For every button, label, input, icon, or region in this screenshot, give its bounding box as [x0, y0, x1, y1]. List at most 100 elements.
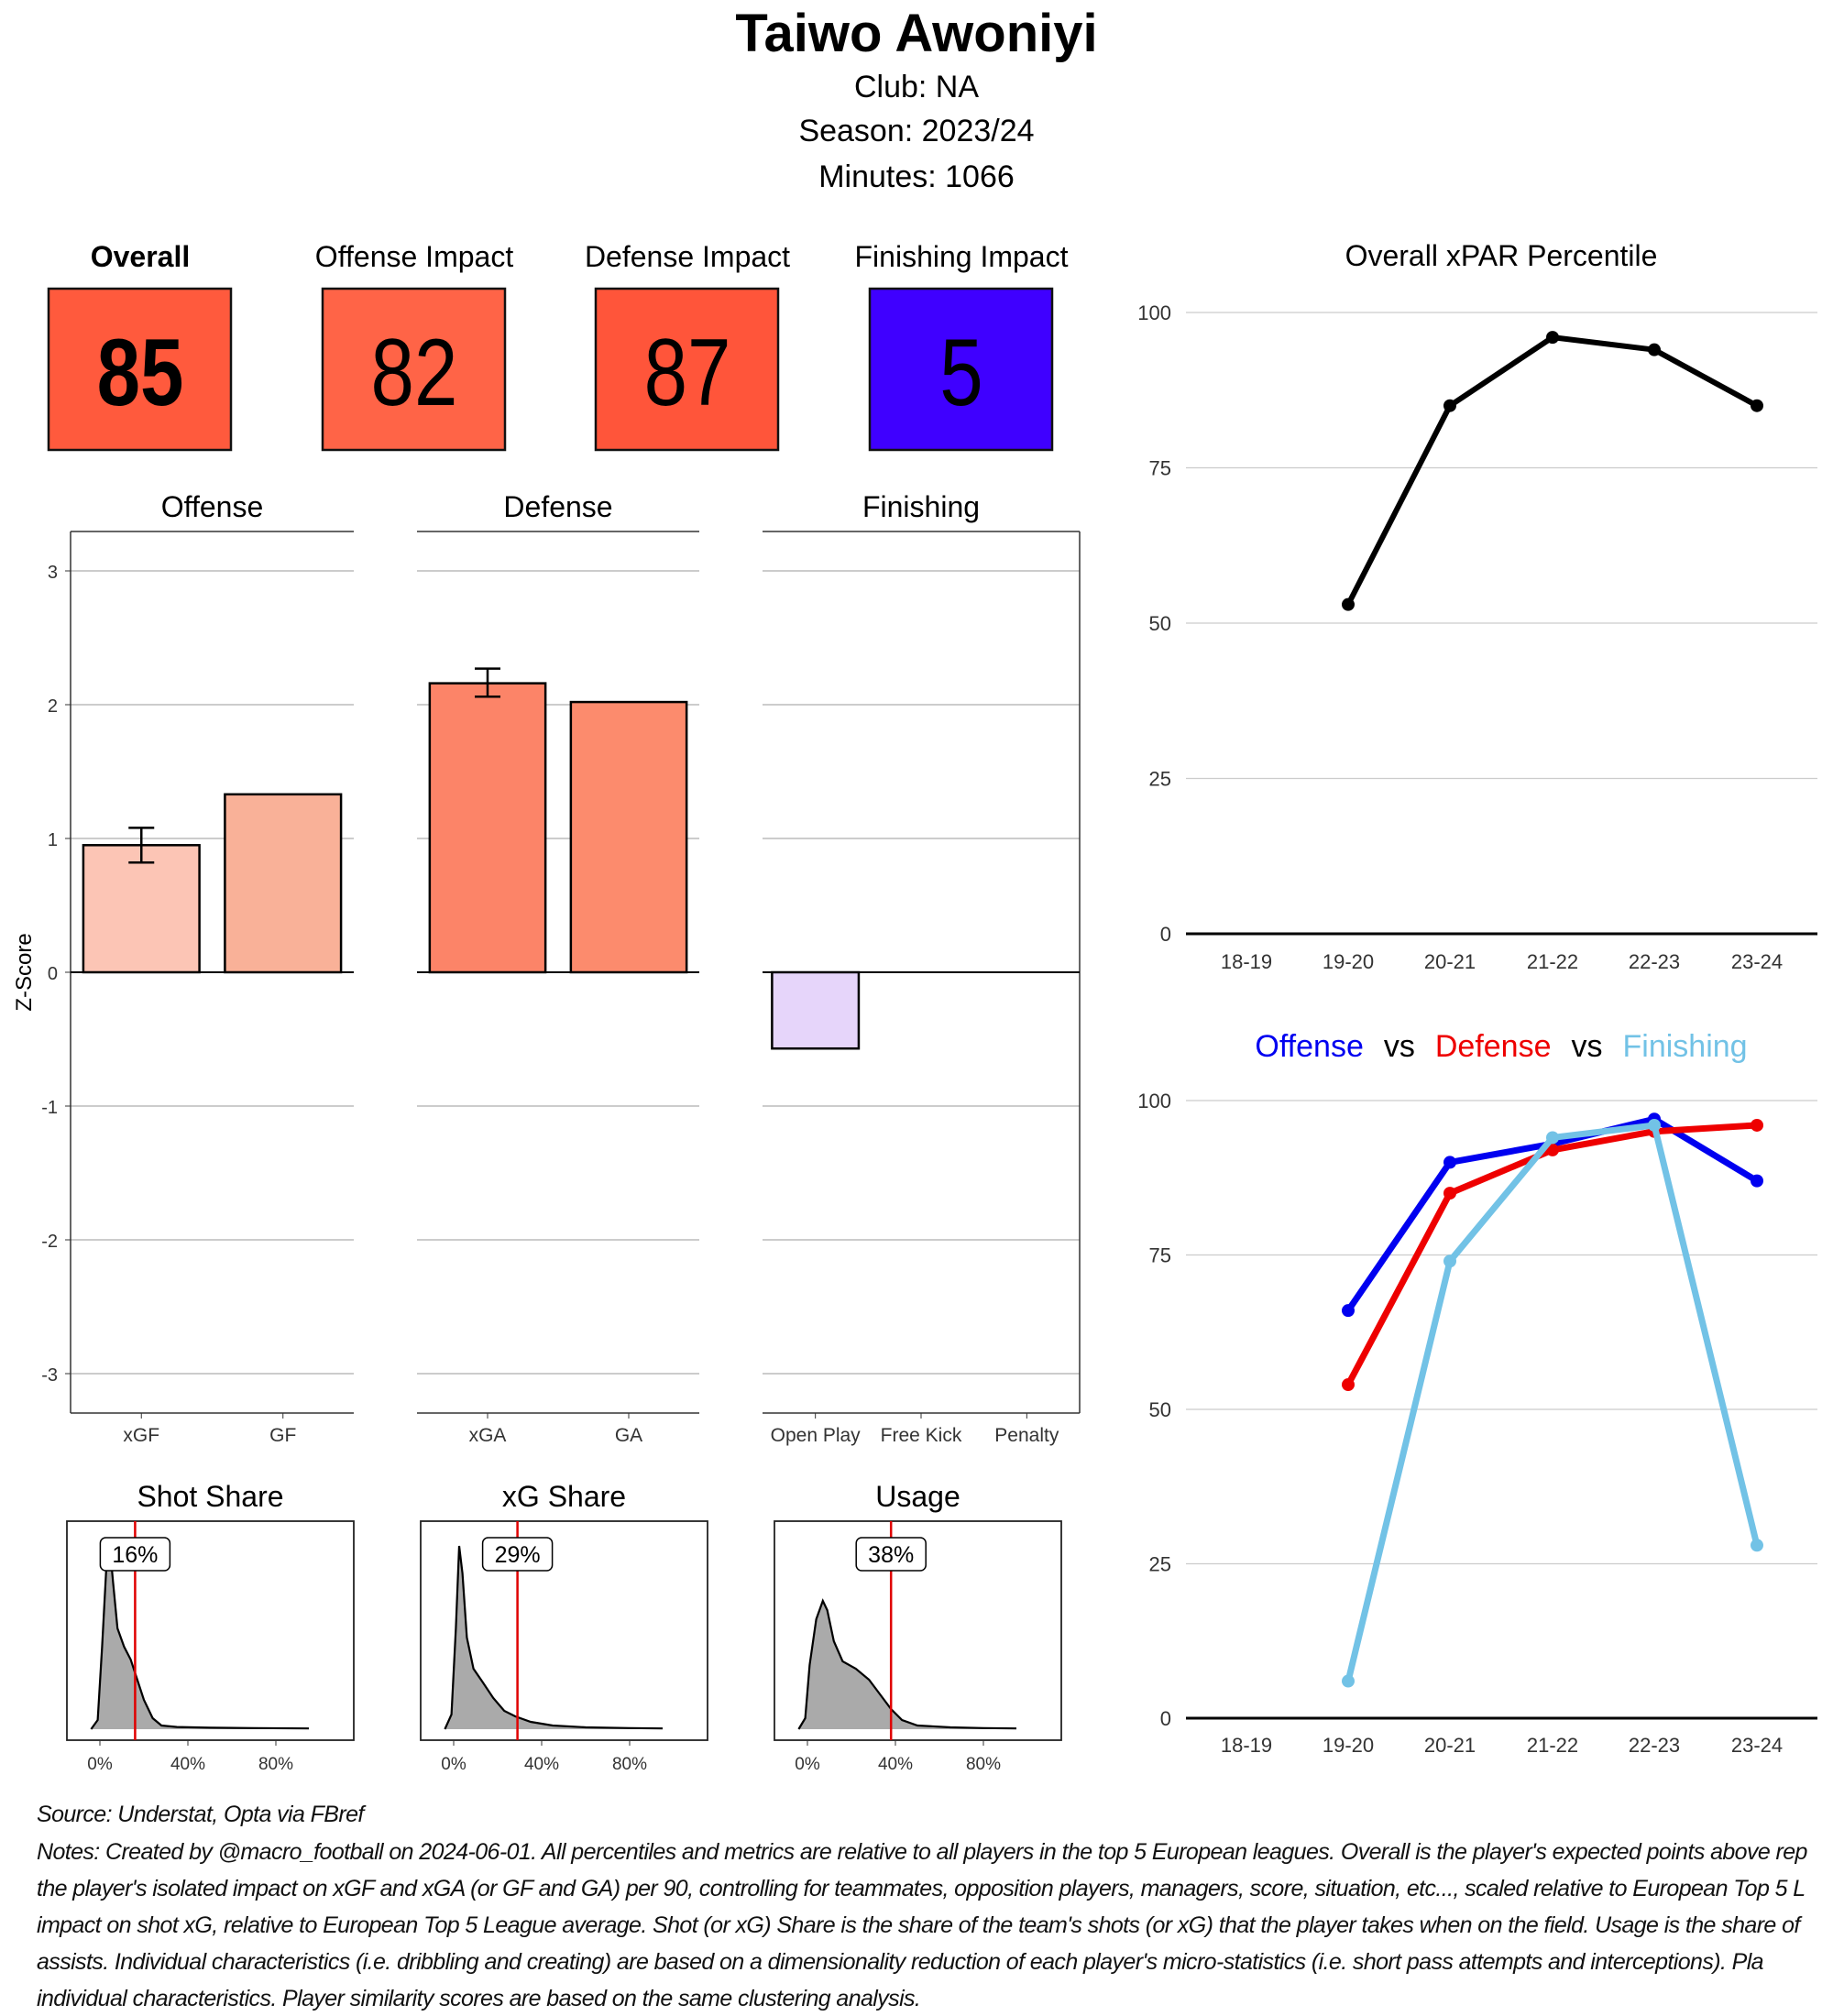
error-bar — [128, 827, 155, 864]
minutes-line: Minutes: 1066 — [818, 159, 1015, 194]
y-tick-label: 0 — [48, 964, 58, 984]
data-point — [1751, 1174, 1763, 1188]
x-tick-label: 23-24 — [1731, 950, 1783, 973]
title-part: Defense — [1435, 1029, 1552, 1064]
data-point — [1342, 1304, 1355, 1318]
y-tick-label: -3 — [41, 1365, 58, 1386]
density-panel-usage: Usage 38% 0% 40% 80% — [774, 1480, 1062, 1774]
x-tick-label: 80% — [966, 1755, 1001, 1774]
notes-line: Notes: Created by @macro_football on 202… — [37, 1839, 1807, 1865]
x-tick-label: 80% — [612, 1755, 647, 1774]
notes-line: the player's isolated impact on xGF and … — [37, 1876, 1806, 1901]
x-tick-label: 21-22 — [1527, 950, 1578, 973]
x-tick-label: 40% — [524, 1755, 559, 1774]
impact-value: 85 — [97, 320, 184, 426]
x-tick-label: xGF — [123, 1425, 159, 1446]
impact-box — [868, 287, 1054, 452]
density-area — [91, 1546, 310, 1729]
x-tick-label: GF — [269, 1425, 296, 1446]
bar-open-play — [771, 970, 861, 1050]
y-tick-label: 0 — [1160, 1707, 1171, 1730]
y-axis-label: Z-Score — [12, 933, 37, 1011]
comparison-chart-title: Offense vs Defense vs Finishing — [1255, 1029, 1747, 1064]
y-tick-label: 100 — [1137, 1090, 1171, 1112]
season-line: Season: 2023/24 — [798, 114, 1034, 148]
value-label: 38% — [868, 1542, 914, 1568]
y-tick-label: 0 — [1160, 923, 1171, 946]
density-title: Usage — [875, 1480, 960, 1513]
x-tick-label: 22-23 — [1629, 1734, 1680, 1757]
y-tick-label: 1 — [48, 830, 58, 850]
density-panel-shot-share: Shot Share 16% 0% 40% 80% — [66, 1480, 355, 1774]
component-percentile-chart: 0 25 50 75 100 18-19 19-20 20-21 21-22 22-23 23-24… — [1137, 1029, 1817, 1757]
impact-value: 87 — [644, 320, 731, 426]
value-label: 16% — [112, 1542, 158, 1568]
density-curve — [444, 1545, 664, 1730]
data-point — [1342, 1674, 1355, 1688]
notes-line: assists. Individual characteristics (i.e… — [37, 1949, 1764, 1975]
density-curve — [90, 1545, 310, 1730]
title-part: vs — [1572, 1029, 1603, 1064]
density-panel-xg-share: xG Share 29% 0% 40% 80% — [420, 1480, 708, 1774]
title-part: vs — [1384, 1029, 1415, 1064]
panel-title: Finishing — [862, 490, 980, 523]
x-tick-label: xGA — [469, 1425, 507, 1446]
bar-xgf — [82, 844, 201, 974]
data-point — [1751, 1539, 1763, 1552]
x-tick-label: 80% — [258, 1755, 293, 1774]
club-line: Club: NA — [854, 70, 979, 104]
x-tick-label: 40% — [878, 1755, 913, 1774]
data-point — [1546, 1143, 1559, 1156]
y-tick-label: 25 — [1149, 768, 1171, 791]
source-note: Source: Understat, Opta via FBref — [37, 1802, 364, 1827]
impact-value: 82 — [371, 320, 458, 426]
impact-label: Offense Impact — [315, 240, 514, 273]
data-point — [1546, 1131, 1559, 1145]
value-label: 29% — [495, 1542, 541, 1568]
y-tick-label: 50 — [1149, 612, 1171, 635]
x-tick-label: 0% — [87, 1755, 113, 1774]
y-tick-label: 2 — [48, 696, 58, 717]
impact-box — [594, 287, 780, 452]
x-tick-label: Free Kick — [881, 1425, 962, 1446]
density-area — [445, 1546, 663, 1729]
title-part: Finishing — [1623, 1029, 1748, 1064]
y-tick-label: 3 — [48, 563, 58, 583]
x-tick-label: 22-23 — [1629, 950, 1680, 973]
impact-label: Defense Impact — [585, 240, 790, 273]
y-tick-label: 75 — [1149, 457, 1171, 480]
impact-value: 5 — [939, 320, 982, 426]
density-curve — [797, 1598, 1017, 1730]
x-tick-label: 18-19 — [1221, 950, 1272, 973]
panel-title: Defense — [503, 490, 612, 523]
x-tick-label: 19-20 — [1323, 1734, 1374, 1757]
impact-box — [47, 287, 233, 452]
data-point — [1443, 1255, 1456, 1268]
bar-panel-finishing: Finishing Open Play Free Kick Penalty — [763, 490, 1081, 1446]
x-tick-label: 0% — [795, 1755, 820, 1774]
y-tick-label: 25 — [1149, 1553, 1171, 1576]
data-point — [1443, 1156, 1456, 1169]
density-area — [798, 1601, 1016, 1729]
density-title: Shot Share — [137, 1480, 283, 1513]
x-tick-label: 20-21 — [1424, 1734, 1476, 1757]
data-point — [1443, 1187, 1456, 1200]
value-label-box — [99, 1537, 171, 1572]
x-tick-label: 0% — [441, 1755, 466, 1774]
bar-gf — [224, 793, 343, 974]
x-tick-label: Open Play — [771, 1425, 862, 1446]
data-point — [1648, 1118, 1661, 1132]
y-tick-label: -2 — [41, 1232, 58, 1252]
x-tick-label: Penalty — [994, 1425, 1059, 1446]
data-point — [1751, 399, 1763, 412]
value-label-box — [481, 1537, 554, 1572]
data-point — [1342, 597, 1355, 611]
notes-line: impact on shot xG, relative to European … — [37, 1912, 1800, 1938]
impact-box — [321, 287, 507, 452]
y-tick-label: 75 — [1149, 1244, 1171, 1267]
y-tick-label: -1 — [41, 1098, 58, 1118]
player-name: Taiwo Awoniyi — [735, 4, 1097, 63]
x-tick-label: GA — [615, 1425, 642, 1446]
x-tick-label: 21-22 — [1527, 1734, 1578, 1757]
